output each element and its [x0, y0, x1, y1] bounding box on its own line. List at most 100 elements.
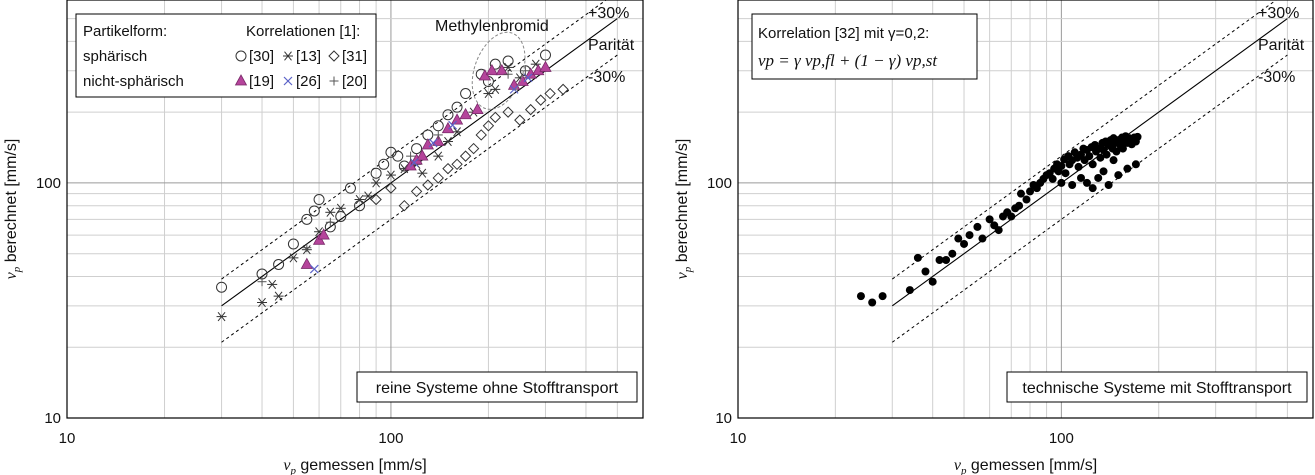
data-points: [216, 49, 569, 322]
plus30-label: +30%: [1258, 5, 1299, 22]
y-tick-label: 100: [707, 175, 732, 192]
marker-circle: [308, 205, 320, 217]
marker-diamond: [410, 185, 423, 198]
marker-diamond: [385, 182, 397, 194]
plot-frame: [66, 0, 644, 419]
series-[13]: [216, 59, 541, 322]
marker-diamond: [489, 111, 502, 124]
legend-formula: vp = γ vp,fl + (1 − γ) vp,st: [758, 51, 938, 70]
marker-circle: [411, 143, 423, 155]
marker-diamond: [475, 129, 487, 141]
marker-plus: [257, 277, 267, 287]
marker-circle: [432, 120, 444, 132]
chart-right: 10 100 10 100 vp gemessen [mm/s] vp berechnet…: [674, 0, 1314, 475]
legend-entry: [20]: [342, 73, 367, 90]
marker-dot: [1088, 184, 1097, 193]
marker-dot: [985, 215, 994, 224]
marker-asterisk: [363, 191, 374, 201]
marker-dot: [1015, 201, 1024, 210]
marker-diamond: [544, 87, 556, 100]
system-label-box: [1006, 371, 1308, 403]
x-tick-label: 10: [59, 430, 76, 447]
marker-triangle: [485, 63, 499, 76]
y-axis-label: vp berechnet [mm/s]: [3, 139, 23, 280]
marker-dot: [1076, 173, 1085, 182]
marker-dot: [1133, 132, 1142, 141]
legend-line1: Korrelation [32] mit γ=0,2:: [758, 25, 929, 42]
parity-label: Parität: [588, 37, 635, 54]
marker-dot: [913, 253, 922, 262]
marker-dot: [1007, 212, 1016, 221]
legend-entry: [30]: [249, 48, 274, 65]
marker-diamond: [328, 50, 340, 62]
marker-dot: [1048, 174, 1057, 183]
marker-dot: [1016, 189, 1025, 198]
marker-plus: [503, 69, 513, 79]
legend: Partikelform: Korrelationen [1]: sphärisch…: [75, 13, 377, 98]
marker-dot: [973, 222, 982, 231]
marker-triangle: [234, 74, 248, 86]
marker-circle: [216, 281, 228, 293]
legend-box: [75, 13, 377, 98]
marker-triangle: [459, 107, 472, 120]
x-axis-label: vp gemessen [mm/s]: [954, 457, 1097, 475]
marker-asterisk: [503, 62, 514, 73]
marker-dot: [1061, 169, 1070, 178]
marker-triangle: [404, 159, 417, 171]
marker-circle: [385, 146, 397, 158]
marker-asterisk: [283, 51, 293, 61]
marker-dot: [1094, 173, 1103, 182]
marker-circle: [489, 58, 501, 70]
system-label: technische Systeme mit Stofftransport: [1022, 380, 1292, 397]
marker-plus: [406, 151, 416, 161]
series-[26]: [309, 73, 533, 274]
marker-diamond: [432, 172, 444, 184]
marker-dot: [1057, 162, 1066, 171]
marker-asterisk: [288, 253, 299, 263]
marker-dot: [1068, 180, 1077, 189]
marker-dot: [1123, 164, 1132, 173]
system-label: reine Systeme ohne Stofftransport: [376, 380, 619, 397]
marker-dot: [921, 267, 930, 276]
marker-asterisk: [442, 136, 453, 147]
y-axis-label: vp berechnet [mm/s]: [674, 139, 694, 280]
y-tick-label: 10: [715, 410, 732, 427]
marker-dot: [942, 256, 951, 265]
marker-asterisk: [335, 203, 346, 213]
marker-diamond: [557, 83, 569, 96]
marker-diamond: [535, 94, 547, 106]
marker-asterisk: [417, 168, 428, 178]
marker-plus: [302, 243, 312, 253]
y-tick-label: 10: [44, 410, 61, 427]
marker-diamond: [467, 142, 480, 155]
marker-dot: [1099, 167, 1108, 176]
legend-entry: [26]: [296, 73, 321, 90]
marker-diamond: [524, 103, 537, 116]
marker-diamond: [442, 162, 454, 175]
marker-dot: [954, 234, 963, 243]
marker-dot: [878, 292, 887, 301]
marker-asterisk: [385, 170, 396, 180]
marker-dot: [948, 249, 957, 258]
chart-left: 10 100 10 100 vp gemessen [mm/s] vp berechnet…: [3, 0, 644, 475]
marker-asterisk: [325, 207, 336, 217]
marker-asterisk: [354, 194, 365, 205]
marker-dot: [960, 239, 969, 248]
marker-dot: [1114, 171, 1123, 180]
marker-diamond: [451, 158, 463, 171]
legend-header-right: Korrelationen [1]:: [246, 23, 360, 40]
marker-circle: [354, 200, 366, 212]
marker-triangle: [421, 138, 435, 150]
marker-circle: [273, 258, 285, 270]
legend-entry: [13]: [296, 48, 321, 65]
series-[31]: [370, 83, 569, 212]
marker-cross: [428, 138, 438, 148]
x-tick-label: 100: [378, 430, 403, 447]
marker-diamond: [422, 179, 434, 191]
marker-dot: [1088, 160, 1097, 169]
marker-asterisk: [371, 178, 382, 188]
marker-asterisk: [273, 291, 284, 301]
marker-circle: [335, 210, 347, 222]
marker-circle: [539, 49, 551, 61]
